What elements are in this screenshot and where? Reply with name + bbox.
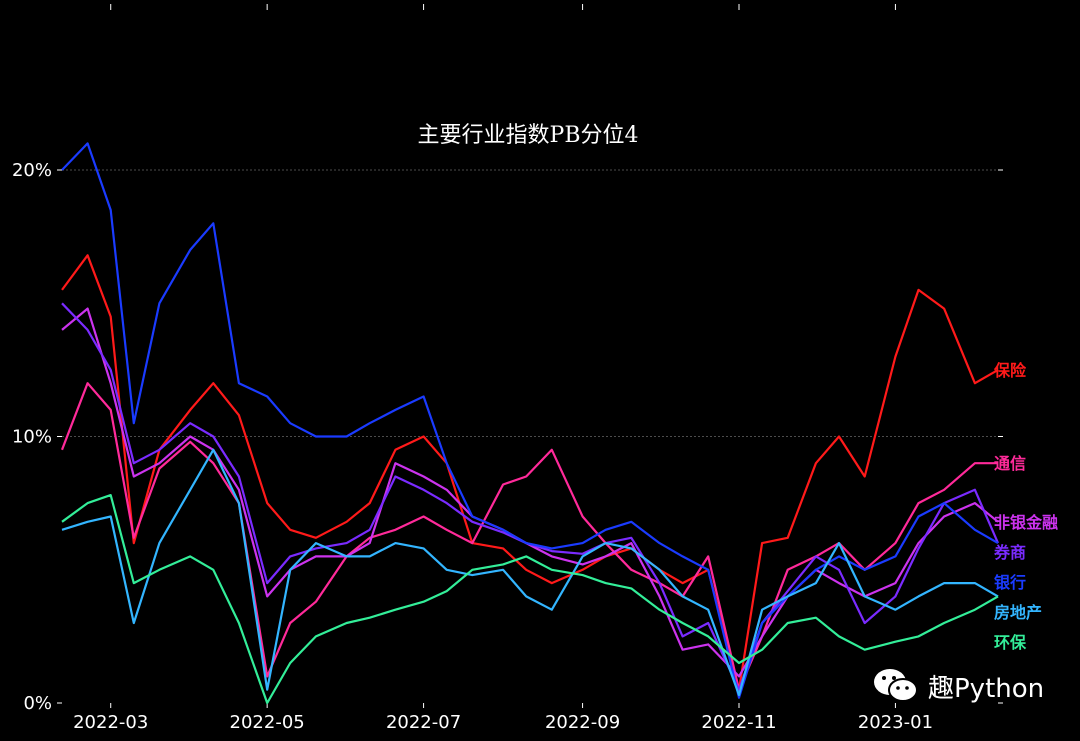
series-label-1: 通信	[994, 454, 1026, 473]
series-label-5: 房地产	[994, 603, 1042, 622]
series-line-5	[61, 448, 999, 697]
x-tick-label: 2022-11	[701, 712, 776, 733]
series-line-4	[61, 142, 999, 699]
x-tick-label: 2022-07	[386, 712, 461, 733]
series-label-6: 环保	[994, 633, 1027, 652]
y-tick-label: 10%	[12, 427, 52, 448]
watermark: 趣Python	[872, 666, 1044, 706]
series-line-0	[61, 254, 999, 691]
series-label-4: 银行	[994, 573, 1026, 592]
series-line-3	[61, 302, 1000, 691]
x-tick-label: 2022-05	[230, 712, 305, 733]
x-tick-label: 2022-03	[73, 712, 148, 733]
chart-title: 主要行业指数PB分位4	[418, 123, 639, 148]
series-line-6	[61, 494, 999, 705]
y-tick-label: 0%	[23, 693, 52, 714]
watermark-text: 趣Python	[928, 673, 1045, 704]
x-tick-label: 2022-09	[545, 712, 620, 733]
x-tick-label: 2023-01	[858, 712, 933, 733]
series-label-0: 保险	[993, 361, 1027, 380]
wechat-icon	[874, 669, 918, 702]
series-label-3: 券商	[993, 543, 1026, 562]
series-line-2	[61, 307, 999, 678]
series-label-2: 非银金融	[994, 513, 1058, 532]
y-tick-label: 20%	[12, 160, 52, 181]
